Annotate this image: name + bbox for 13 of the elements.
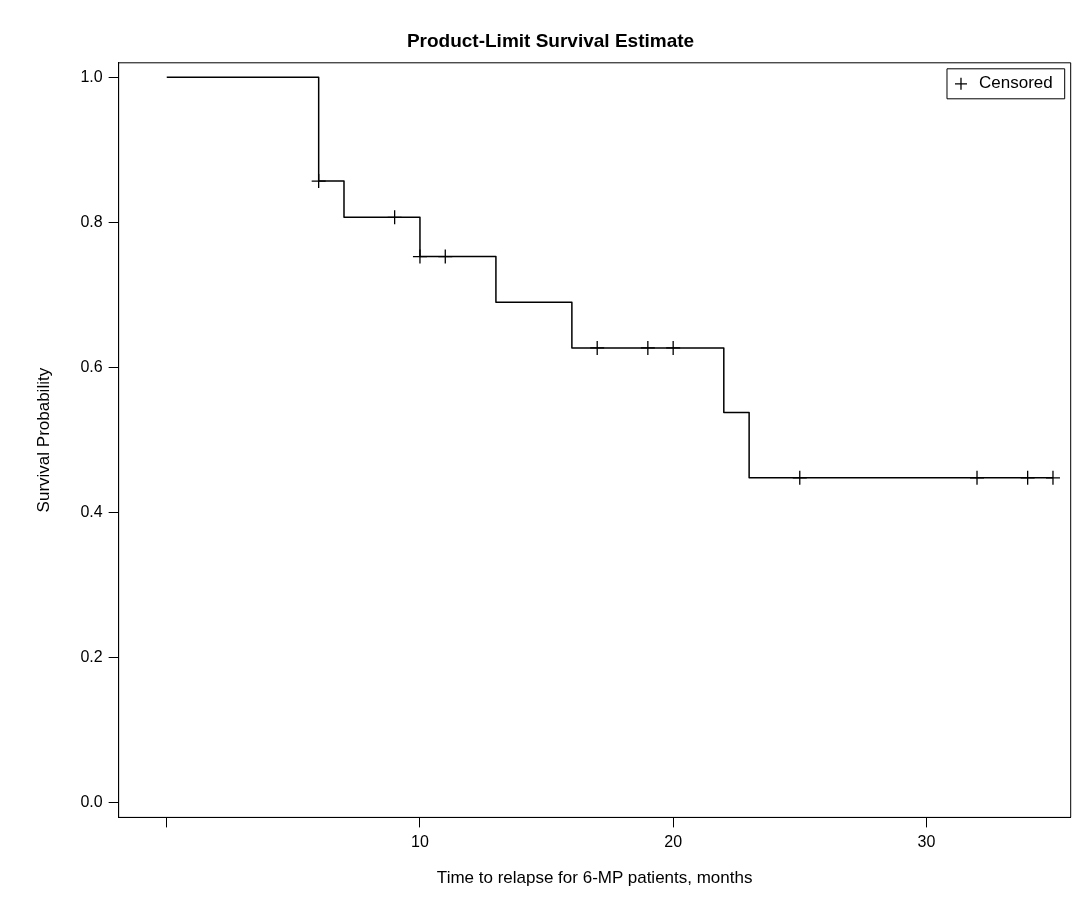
x-tick-label: 30 <box>917 833 936 851</box>
x-tick-label: 10 <box>411 833 429 851</box>
legend-label: Censored <box>978 73 1053 93</box>
y-axis-title: Survival Probability <box>33 367 53 513</box>
y-tick-label: 0.4 <box>80 503 103 521</box>
x-tick-label: 20 <box>664 833 683 851</box>
y-tick-label: 0.0 <box>80 793 103 811</box>
y-tick-label: 0.2 <box>80 648 103 666</box>
y-tick-label: 0.6 <box>80 357 103 375</box>
x-axis-title: Time to relapse for 6-MP patients, months <box>436 868 753 888</box>
y-tick-label: 1.0 <box>80 67 103 85</box>
y-tick-label: 0.8 <box>80 212 103 230</box>
chart-title: Product-Limit Survival Estimate <box>406 29 695 51</box>
